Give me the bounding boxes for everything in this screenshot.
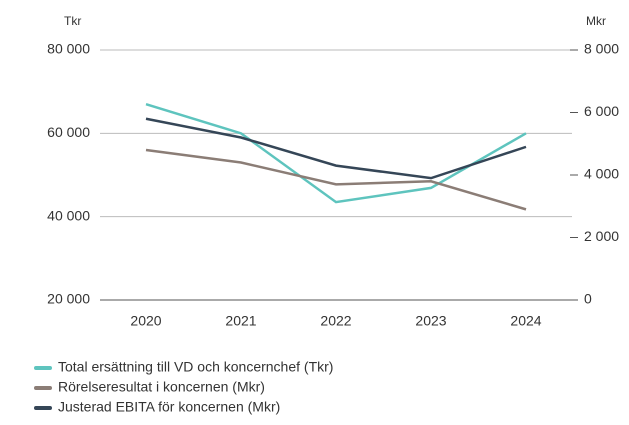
x-tick-label: 2023	[415, 313, 446, 329]
y2-axis-label: Mkr	[586, 14, 606, 28]
y-tick-label: 40 000	[47, 207, 90, 223]
series-line	[145, 102, 527, 204]
y-tick-label: 20 000	[47, 291, 90, 307]
x-tick-label: 2021	[225, 313, 256, 329]
series-line	[145, 117, 527, 180]
y2-tick-label: 2 000	[584, 228, 619, 244]
y2-tick-label: 0	[584, 291, 592, 307]
y-tick-label: 60 000	[47, 124, 90, 140]
legend-label: Justerad EBITA för koncernen (Mkr)	[58, 399, 280, 415]
x-tick-label: 2022	[320, 313, 351, 329]
y-tick-label: 80 000	[47, 41, 90, 57]
y2-tick-label: 4 000	[584, 166, 619, 182]
legend-label: Total ersättning till VD och koncernchef…	[58, 359, 333, 375]
y2-tick-label: 6 000	[584, 103, 619, 119]
x-tick-label: 2020	[130, 313, 161, 329]
series-line	[145, 148, 527, 211]
y2-tick-label: 8 000	[584, 41, 619, 57]
y-axis-label: Tkr	[64, 14, 81, 28]
x-tick-label: 2024	[510, 313, 541, 329]
legend-label: Rörelseresultat i koncernen (Mkr)	[58, 379, 265, 395]
